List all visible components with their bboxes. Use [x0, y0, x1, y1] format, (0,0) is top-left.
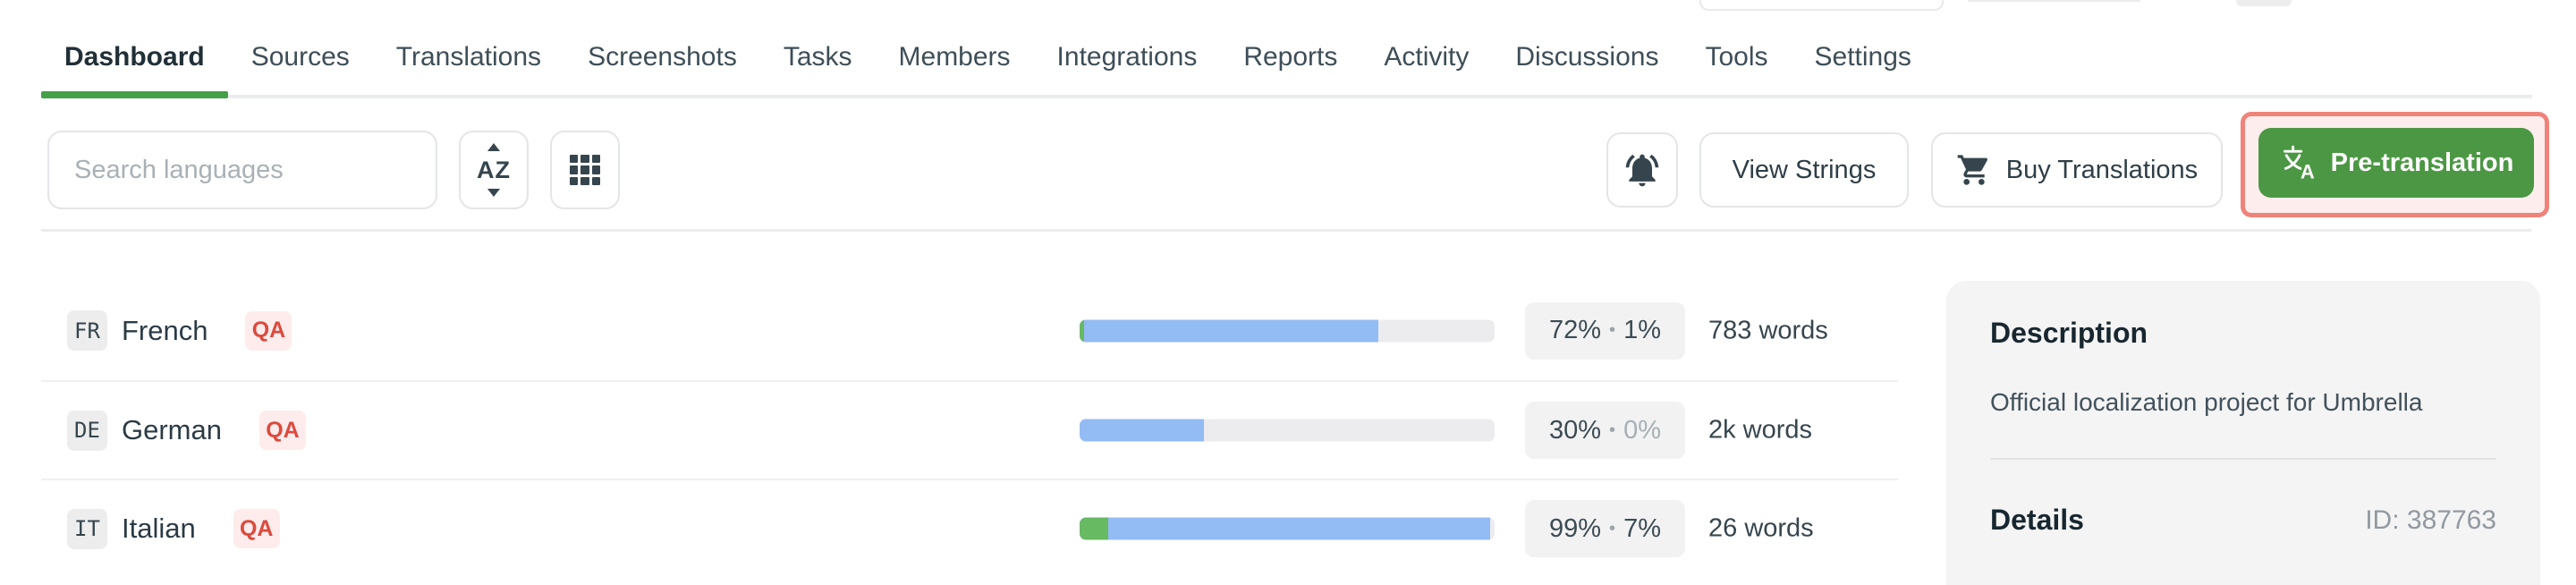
progress-fill-translated — [1080, 319, 1379, 342]
tab-members[interactable]: Members — [898, 42, 1011, 72]
language-row-italian[interactable]: IT Italian QA 99% • 7% 26 words — [41, 480, 1898, 577]
qa-badge[interactable]: QA — [245, 310, 292, 351]
svg-text:A: A — [2300, 160, 2314, 182]
dot-separator: • — [1609, 518, 1616, 538]
tab-sources[interactable]: Sources — [250, 42, 350, 72]
progress-fill-translated — [1080, 517, 1491, 540]
details-title: Details — [1990, 504, 2084, 536]
progress-fill-translated — [1080, 419, 1205, 442]
language-name: Italian — [122, 513, 196, 544]
language-code-badge: DE — [67, 410, 107, 451]
tab-discussions[interactable]: Discussions — [1515, 42, 1659, 72]
words-count: 783 words — [1708, 316, 1828, 344]
cutoff-element-top — [1699, 0, 1944, 11]
project-id: ID: 387763 — [2365, 504, 2496, 535]
progress-bar — [1080, 419, 1495, 442]
tab-settings[interactable]: Settings — [1814, 42, 1911, 72]
tab-reports[interactable]: Reports — [1243, 42, 1338, 72]
pre-translation-button[interactable]: A Pre-translation — [2258, 128, 2534, 198]
language-row-german[interactable]: DE German QA 30% • 0% 2k words — [41, 382, 1898, 480]
words-count: 26 words — [1708, 513, 1814, 543]
grid-icon — [570, 155, 600, 185]
translated-percent: 72% — [1549, 316, 1602, 344]
translate-icon: A — [2283, 145, 2314, 182]
tab-dashboard[interactable]: Dashboard — [41, 20, 228, 98]
cutoff-chip-top — [2236, 0, 2292, 6]
progress-percent-pill: 30% • 0% — [1525, 402, 1685, 459]
az-sort-icon: AZ — [474, 143, 513, 197]
description-title: Description — [1990, 317, 2148, 349]
description-body: Official localization project for Umbrel… — [1990, 388, 2423, 416]
project-details-panel: Description Official localization projec… — [1946, 281, 2540, 585]
notifications-button[interactable] — [1606, 132, 1678, 208]
tab-tools[interactable]: Tools — [1705, 42, 1768, 72]
view-strings-label: View Strings — [1732, 155, 1877, 184]
bell-icon — [1625, 154, 1659, 187]
tab-translations[interactable]: Translations — [395, 42, 542, 72]
dot-separator: • — [1609, 420, 1616, 440]
view-strings-button[interactable]: View Strings — [1699, 132, 1909, 208]
toolbar-divider — [41, 229, 2531, 232]
approved-percent: 0% — [1623, 415, 1661, 445]
pre-translation-label: Pre-translation — [2330, 148, 2514, 177]
progress-fill-approved — [1080, 319, 1084, 342]
language-name: French — [122, 314, 208, 346]
tab-integrations[interactable]: Integrations — [1056, 42, 1198, 72]
buy-translations-label: Buy Translations — [2005, 155, 2199, 184]
search-languages-input[interactable] — [47, 131, 437, 209]
tab-tasks[interactable]: Tasks — [783, 42, 852, 72]
sort-languages-button[interactable]: AZ — [459, 131, 529, 209]
language-row-french[interactable]: FR French QA 72% • 1% 783 words — [41, 281, 1898, 382]
progress-percent-pill: 72% • 1% — [1525, 301, 1685, 360]
progress-percent-pill: 99% • 7% — [1525, 500, 1685, 557]
qa-badge[interactable]: QA — [233, 509, 280, 548]
language-name: German — [122, 414, 222, 445]
words-count: 2k words — [1708, 415, 1813, 445]
progress-bar — [1080, 319, 1495, 342]
tab-screenshots[interactable]: Screenshots — [588, 42, 737, 72]
cart-icon — [1957, 155, 1987, 185]
progress-fill-approved — [1080, 517, 1109, 540]
progress-bar — [1080, 517, 1495, 540]
active-tab-underline — [41, 91, 228, 98]
panel-divider — [1990, 458, 2496, 460]
tab-activity[interactable]: Activity — [1384, 42, 1470, 72]
qa-badge[interactable]: QA — [258, 411, 306, 450]
language-code-badge: IT — [67, 508, 107, 549]
cutoff-border-top — [1968, 0, 2140, 2]
project-nav: Dashboard Sources Translations Screensho… — [41, 20, 2532, 98]
translated-percent: 99% — [1549, 513, 1602, 543]
dot-separator: • — [1609, 320, 1616, 340]
buy-translations-button[interactable]: Buy Translations — [1931, 132, 2223, 208]
grid-view-button[interactable] — [550, 131, 620, 209]
approved-percent: 7% — [1623, 513, 1661, 543]
language-code-badge: FR — [67, 310, 107, 351]
approved-percent: 1% — [1623, 316, 1661, 344]
translated-percent: 30% — [1549, 415, 1602, 445]
